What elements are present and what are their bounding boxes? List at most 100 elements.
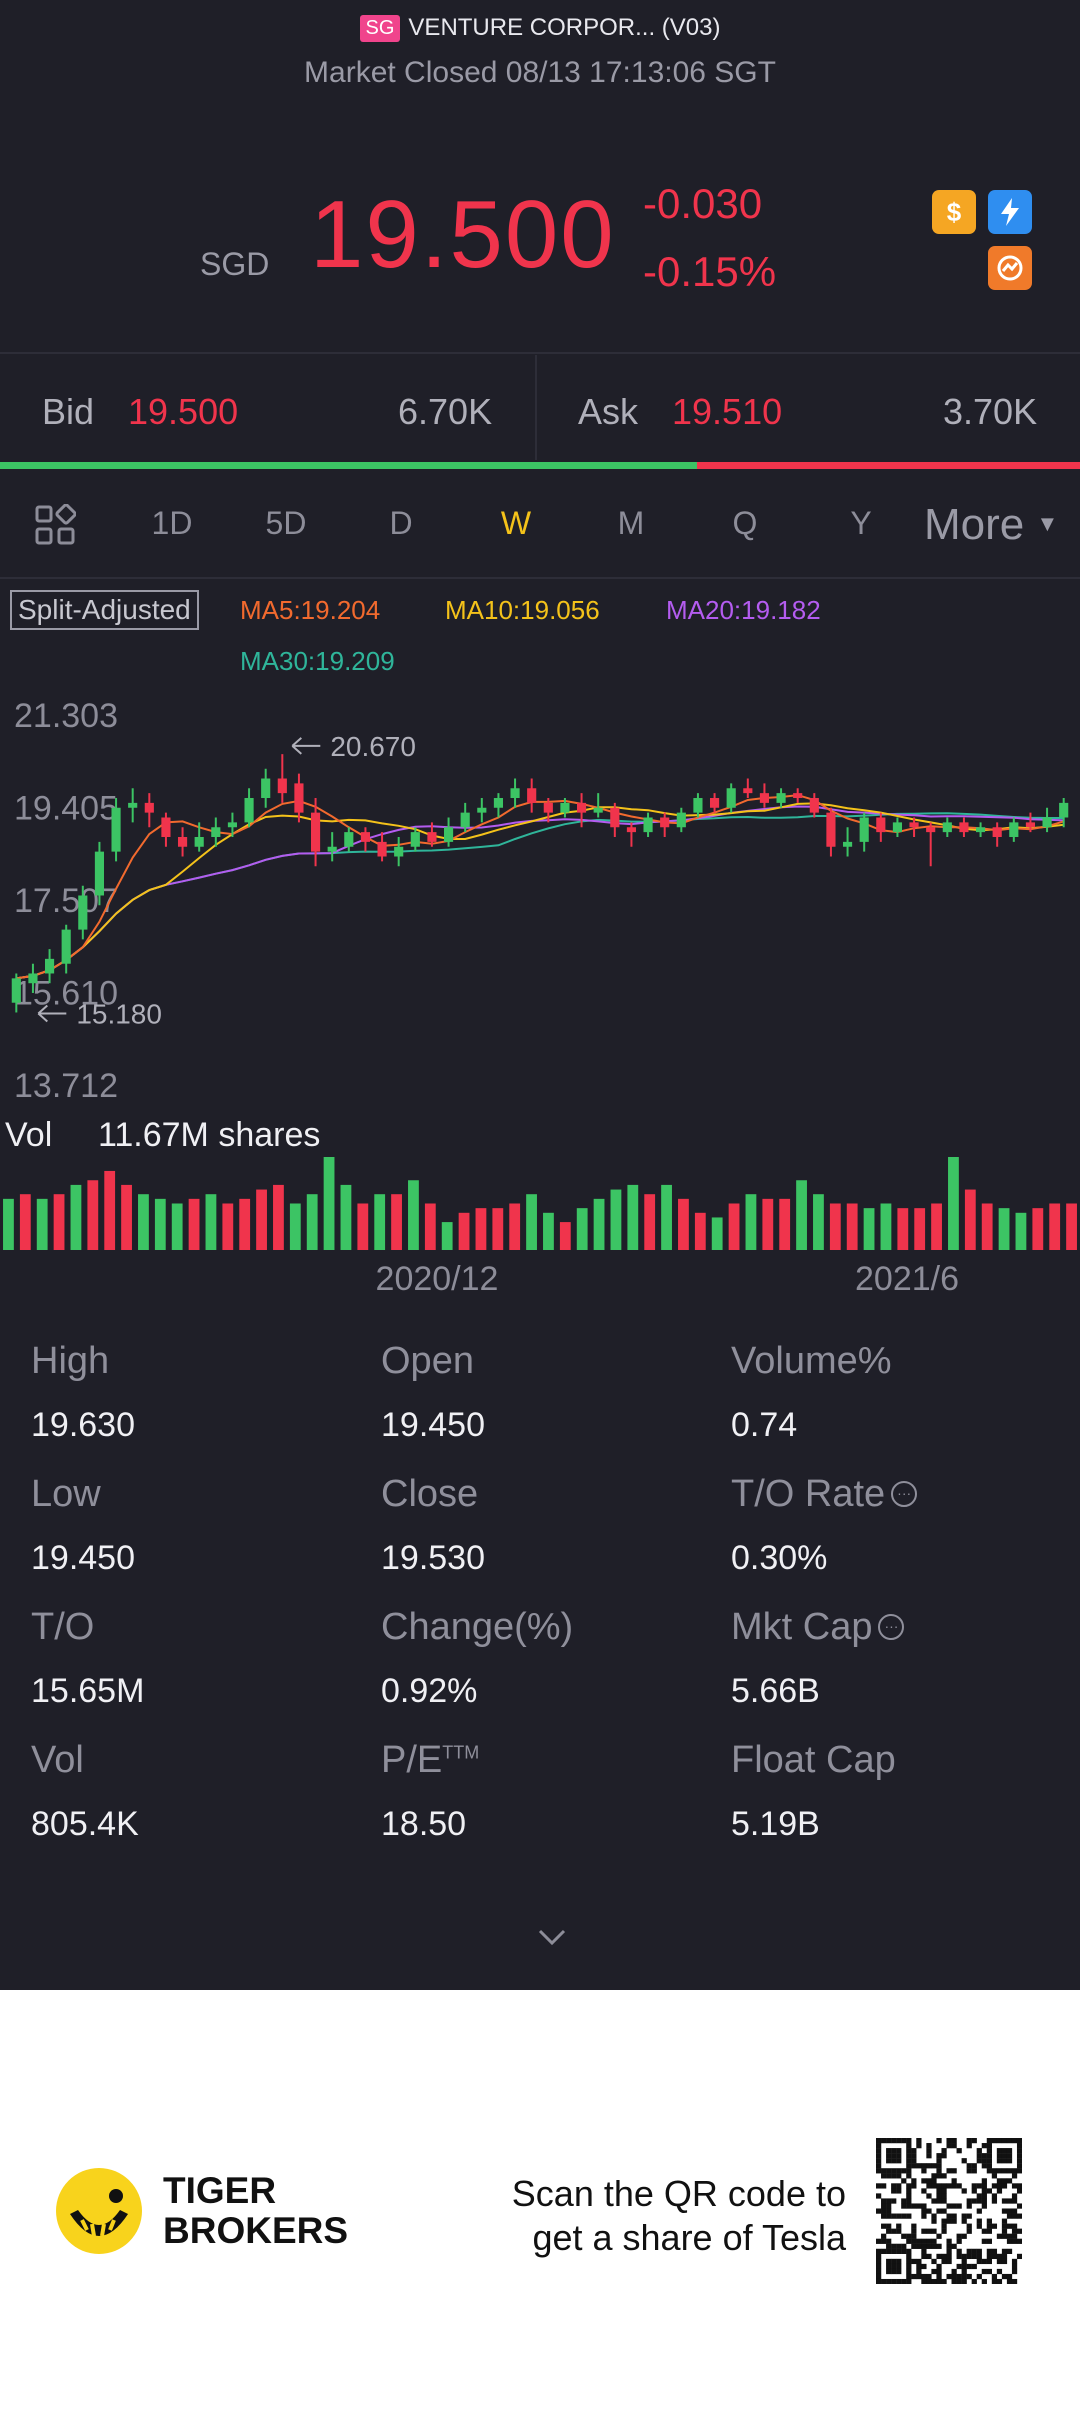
- candle-body: [643, 817, 653, 833]
- qr-module: [961, 2268, 967, 2275]
- bid-ask-panel[interactable]: Bid 19.500 6.70K Ask 19.510 3.70K: [0, 355, 1080, 460]
- qr-module: [976, 2183, 982, 2189]
- tab-q[interactable]: Q: [732, 505, 758, 541]
- qr-module: [1001, 2168, 1008, 2174]
- qr-module: [906, 2268, 912, 2275]
- tab-1d[interactable]: 1D: [151, 505, 193, 541]
- volume-bar: [711, 1217, 723, 1250]
- tab-y[interactable]: Y: [850, 505, 872, 541]
- qr-module: [966, 2248, 972, 2254]
- qr-module: [991, 2193, 998, 2199]
- qr-code[interactable]: [876, 2138, 1022, 2284]
- chart-badge-icon[interactable]: [988, 246, 1032, 290]
- tab-5d[interactable]: 5D: [265, 505, 307, 541]
- volume-bar: [509, 1203, 521, 1250]
- qr-module: [981, 2158, 987, 2164]
- stat-label: Mkt Cap ···: [731, 1606, 905, 1649]
- qr-module: [936, 2183, 942, 2189]
- candle-body: [128, 802, 138, 808]
- tab-m[interactable]: M: [617, 505, 645, 541]
- qr-module: [901, 2168, 907, 2174]
- qr-module: [896, 2243, 902, 2249]
- qr-module: [946, 2253, 952, 2260]
- qr-module: [911, 2163, 917, 2169]
- more-dropdown[interactable]: More ▼: [924, 500, 1058, 550]
- qr-module: [986, 2238, 992, 2244]
- qr-module: [1001, 2228, 1008, 2234]
- qr-module: [906, 2168, 912, 2174]
- qr-module: [941, 2253, 947, 2260]
- volume-bar: [408, 1180, 419, 1250]
- qr-module: [876, 2238, 882, 2244]
- qr-module: [996, 2253, 1003, 2260]
- qr-module: [916, 2263, 922, 2270]
- qr-module: [876, 2253, 882, 2260]
- qr-module: [936, 2168, 942, 2174]
- high-marker-label: 20.670: [330, 731, 416, 762]
- qr-module: [891, 2268, 897, 2275]
- volume-bar: [627, 1184, 639, 1250]
- qr-module: [1011, 2138, 1018, 2144]
- qr-module: [906, 2143, 912, 2149]
- qr-module: [986, 2188, 992, 2194]
- qr-module: [971, 2168, 977, 2174]
- stat-label-text: T/O: [31, 1606, 95, 1648]
- qr-module: [976, 2158, 982, 2164]
- volume-bar: [424, 1203, 436, 1250]
- qr-module: [931, 2163, 937, 2169]
- qr-module: [941, 2228, 947, 2234]
- qr-module: [961, 2213, 967, 2219]
- candle-body: [144, 802, 154, 813]
- volume-bar: [728, 1203, 740, 1250]
- volume-bar: [998, 1208, 1010, 1250]
- qr-module: [1016, 2203, 1022, 2209]
- ask-label: Ask: [578, 391, 639, 432]
- qr-module: [1001, 2258, 1008, 2265]
- qr-module: [996, 2188, 1003, 2194]
- qr-module: [886, 2278, 892, 2284]
- tab-w[interactable]: W: [500, 505, 532, 541]
- layout-grid-icon[interactable]: [34, 503, 77, 551]
- dollar-icon[interactable]: $: [932, 190, 976, 234]
- volume-bar: [948, 1157, 959, 1250]
- candle-body: [78, 895, 88, 930]
- qr-module: [1016, 2148, 1022, 2154]
- volume-bar: [897, 1208, 909, 1250]
- lightning-icon[interactable]: [988, 190, 1032, 234]
- qr-module: [906, 2213, 912, 2219]
- qr-module: [911, 2233, 917, 2239]
- price-chart[interactable]: 21.30319.40517.50715.61013.71220.67015.1…: [0, 690, 1080, 1310]
- qr-module: [886, 2153, 892, 2159]
- qr-module: [876, 2163, 882, 2169]
- qr-module: [971, 2138, 977, 2144]
- qr-module: [1016, 2188, 1022, 2194]
- expand-chevron-icon[interactable]: [532, 1925, 572, 1954]
- stat-label: Volume%: [731, 1340, 892, 1383]
- qr-module: [1006, 2148, 1013, 2154]
- qr-module: [966, 2253, 972, 2260]
- market-status: Market Closed 08/13 17:13:06 SGT: [304, 56, 776, 89]
- stock-title[interactable]: SG VENTURE CORPOR... (V03): [0, 14, 1080, 42]
- qr-module: [931, 2183, 937, 2189]
- volume-bar: [3, 1198, 14, 1250]
- candle-body: [726, 788, 736, 808]
- stock-name: VENTURE CORPOR... (V03): [408, 14, 721, 41]
- info-icon[interactable]: ···: [891, 1481, 918, 1507]
- qr-module: [896, 2268, 902, 2275]
- tab-d[interactable]: D: [389, 505, 413, 541]
- volume-bar: [610, 1189, 622, 1250]
- volume-bar: [1032, 1208, 1044, 1250]
- candle-body: [1009, 822, 1019, 838]
- qr-module: [966, 2228, 972, 2234]
- qr-module: [891, 2263, 897, 2270]
- qr-module: [886, 2158, 892, 2164]
- info-icon[interactable]: ···: [878, 1614, 905, 1640]
- qr-module: [981, 2143, 987, 2149]
- qr-module: [951, 2203, 957, 2209]
- qr-module: [896, 2153, 902, 2159]
- candle-body: [11, 978, 21, 1003]
- split-adjusted-toggle[interactable]: Split-Adjusted: [10, 590, 199, 630]
- qr-module: [986, 2138, 992, 2144]
- stat-value: 805.4K: [31, 1805, 139, 1843]
- qr-module: [886, 2168, 892, 2174]
